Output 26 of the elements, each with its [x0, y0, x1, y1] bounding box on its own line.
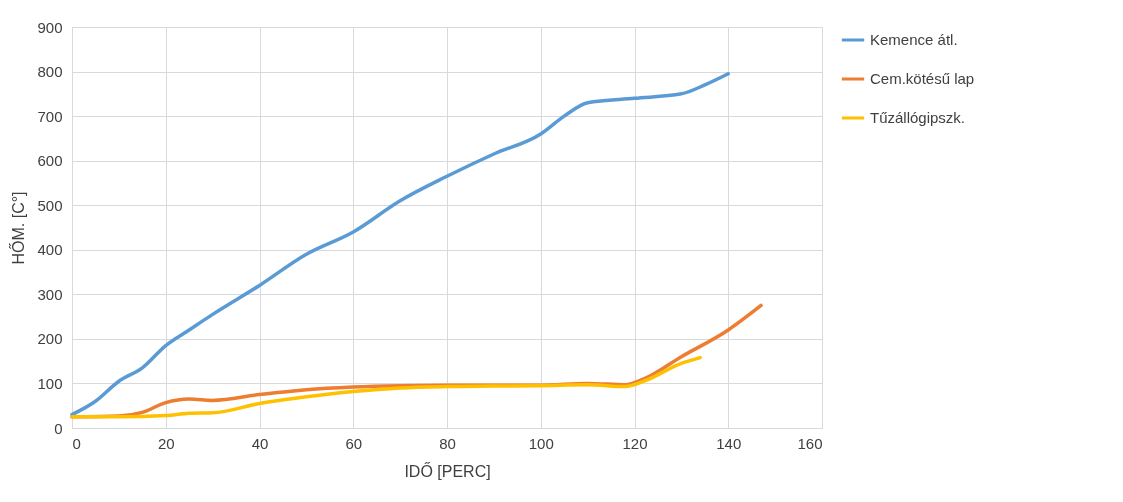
x-tick-label: 0: [72, 434, 81, 452]
y-axis-title: HŐM. [C°]: [9, 191, 28, 265]
line-series: [70, 355, 702, 419]
y-tick-label: 300: [37, 285, 63, 303]
x-tick-label: 60: [345, 434, 363, 452]
y-tick-label: 900: [37, 18, 63, 36]
x-tick-label: 20: [157, 434, 175, 452]
x-tick-label: 80: [439, 434, 456, 452]
y-tick-label: 100: [37, 374, 63, 392]
x-axis-title: IDŐ [PERC]: [404, 461, 491, 480]
y-tick-label: 600: [37, 152, 63, 170]
line-series: [70, 72, 730, 417]
y-tick-label: 400: [37, 241, 63, 259]
y-tick-label: 200: [37, 330, 63, 348]
y-tick-label: 0: [54, 419, 63, 437]
x-tick-label: 100: [528, 434, 554, 452]
x-tick-label: 140: [716, 434, 742, 452]
x-tick-label: 120: [622, 434, 648, 452]
x-tick-label: 160: [797, 434, 823, 452]
y-tick-label: 500: [37, 196, 63, 214]
legend-label: Tűzállógipszk.: [870, 109, 966, 126]
y-tick-label: 700: [37, 107, 63, 125]
legend-label: Kemence átl.: [870, 31, 958, 48]
legend-label: Cem.kötésű lap: [870, 70, 975, 87]
x-tick-label: 40: [251, 434, 269, 452]
y-tick-label: 800: [37, 63, 63, 81]
